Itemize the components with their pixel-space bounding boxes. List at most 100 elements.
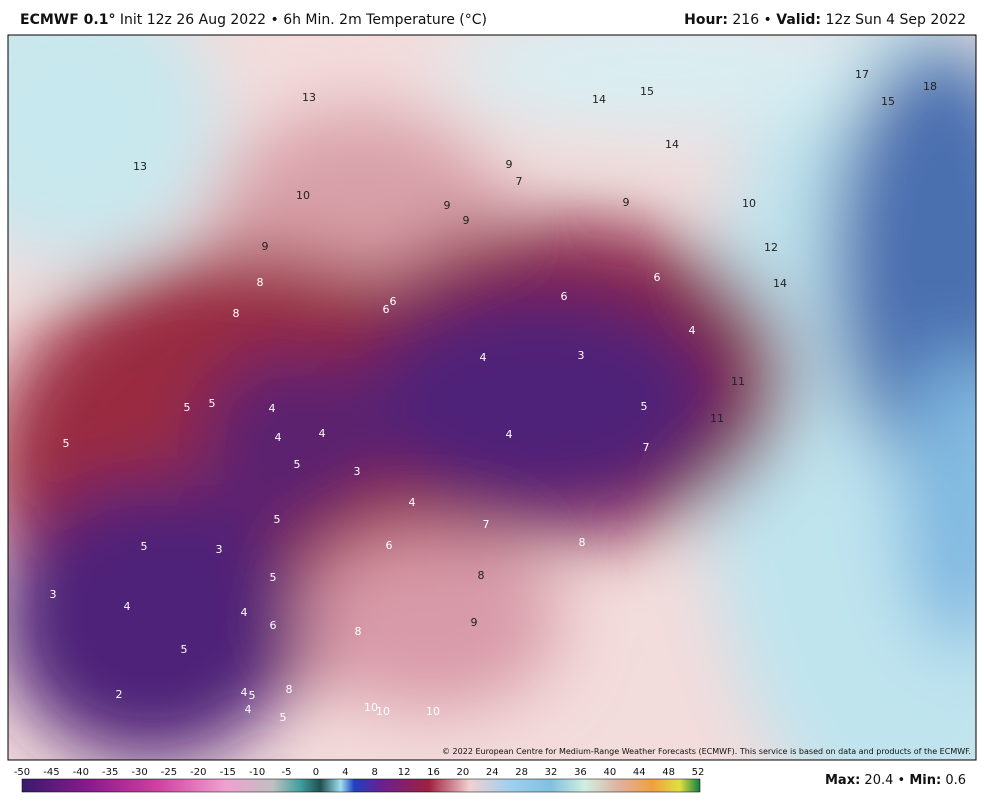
valid: 12z Sun 4 Sep 2022 xyxy=(825,12,966,28)
valid-label: Valid: xyxy=(776,12,822,28)
colorbar-tick-label: -5 xyxy=(282,767,292,778)
map-label: 9 xyxy=(623,196,630,209)
map-label: 5 xyxy=(141,540,148,553)
map-label: 10 xyxy=(364,701,378,714)
colorbar: -50 -45 -40 -35 -30 -25 -20 -15 -10 -5 0 4 8 12 16 20 24… xyxy=(14,767,705,793)
map-label: 6 xyxy=(270,619,277,632)
map-label: 4 xyxy=(319,427,326,440)
map-label: 10 xyxy=(376,705,390,718)
map-label: 4 xyxy=(480,351,487,364)
colorbar-tick-label: -10 xyxy=(249,767,265,778)
colorbar-tick-label: 36 xyxy=(574,767,587,778)
map-label: 5 xyxy=(274,513,281,526)
map-label: 4 xyxy=(409,496,416,509)
map-label: 8 xyxy=(257,276,264,289)
colorbar-tick-label: 32 xyxy=(545,767,558,778)
map-label: 14 xyxy=(665,138,679,151)
map-label: 4 xyxy=(269,402,276,415)
colorbar-tick-label: -30 xyxy=(131,767,147,778)
map-label: 8 xyxy=(355,625,362,638)
stats: Max: 20.4 • Min: 0.6 xyxy=(825,773,966,788)
min-label: Min: xyxy=(909,773,941,788)
map-label: 9 xyxy=(506,158,513,171)
map-label: 2 xyxy=(116,688,123,701)
map-label: 5 xyxy=(181,643,188,656)
map-label: 15 xyxy=(640,85,654,98)
hour: 216 xyxy=(732,12,760,28)
map-label: 5 xyxy=(294,458,301,471)
map-label: 17 xyxy=(855,68,869,81)
colorbar-tick-label: -40 xyxy=(73,767,89,778)
colorbar-tick-label: 52 xyxy=(692,767,705,778)
map-label: 5 xyxy=(184,401,191,414)
colorbar-tick-label: 24 xyxy=(486,767,499,778)
copyright: © 2022 European Centre for Medium-Range … xyxy=(442,747,971,756)
colorbar-scale xyxy=(21,778,701,793)
map-label: 12 xyxy=(764,241,778,254)
map-label: 15 xyxy=(881,95,895,108)
map-label: 5 xyxy=(270,571,277,584)
colorbar-tick-label: 12 xyxy=(398,767,411,778)
map-label: 14 xyxy=(592,93,606,106)
colorbar-tick-label: 16 xyxy=(427,767,440,778)
colorbar-tick-label: -35 xyxy=(102,767,118,778)
map-label: 5 xyxy=(209,397,216,410)
map-label: 8 xyxy=(233,307,240,320)
map-label: 13 xyxy=(133,160,147,173)
map-label: 3 xyxy=(578,349,585,362)
colorbar-tick-label: -45 xyxy=(43,767,59,778)
map-label: 4 xyxy=(506,428,513,441)
map-label: 4 xyxy=(689,324,696,337)
map-label: 9 xyxy=(471,616,478,629)
header-right: Hour: 216 • Valid: 12z Sun 4 Sep 2022 xyxy=(684,12,966,28)
map-label: 8 xyxy=(478,569,485,582)
map-label: 10 xyxy=(426,705,440,718)
map-label: 5 xyxy=(280,711,287,724)
map-label: 5 xyxy=(641,400,648,413)
map-label: 10 xyxy=(296,189,310,202)
colorbar-tick-label: -20 xyxy=(190,767,206,778)
colorbar-tick-label: 40 xyxy=(603,767,616,778)
map-label: 13 xyxy=(302,91,316,104)
colorbar-tick-label: 28 xyxy=(515,767,528,778)
colorbar-tick-label: 0 xyxy=(313,767,319,778)
map-label: 4 xyxy=(241,686,248,699)
map-label: 7 xyxy=(516,175,523,188)
map-label: 8 xyxy=(286,683,293,696)
map-label: 6 xyxy=(390,295,397,308)
map-label: 6 xyxy=(383,303,390,316)
map-label: 6 xyxy=(561,290,568,303)
map-label: 7 xyxy=(643,441,650,454)
map-label: 5 xyxy=(249,689,256,702)
map-label: 8 xyxy=(579,536,586,549)
map-label: 4 xyxy=(241,606,248,619)
map-label: 7 xyxy=(483,518,490,531)
colorbar-tick-label: 4 xyxy=(342,767,348,778)
colorbar-tick-label: -15 xyxy=(220,767,236,778)
hour-label: Hour: xyxy=(684,12,728,28)
map-label: 4 xyxy=(245,703,252,716)
colorbar-tick-label: 8 xyxy=(372,767,378,778)
map-label: 3 xyxy=(354,465,361,478)
colorbar-tick-label: -25 xyxy=(161,767,177,778)
map-label: 10 xyxy=(742,197,756,210)
map-label: 4 xyxy=(275,431,282,444)
map-label: 6 xyxy=(654,271,661,284)
map-label: 18 xyxy=(923,80,937,93)
max-label: Max: xyxy=(825,773,860,788)
description: Init 12z 26 Aug 2022 • 6h Min. 2m Temper… xyxy=(119,12,487,28)
header-left: ECMWF 0.1° Init 12z 26 Aug 2022 • 6h Min… xyxy=(20,12,487,28)
map-label: 9 xyxy=(262,240,269,253)
map-label: 9 xyxy=(463,214,470,227)
model: ECMWF 0.1° xyxy=(20,12,116,28)
map-label: 14 xyxy=(773,277,787,290)
map-label: 3 xyxy=(50,588,57,601)
map-label: 11 xyxy=(731,375,745,388)
map-label: 5 xyxy=(63,437,70,450)
max: 20.4 xyxy=(864,773,893,788)
colorbar-tick-label: 44 xyxy=(633,767,646,778)
map-label: 4 xyxy=(124,600,131,613)
